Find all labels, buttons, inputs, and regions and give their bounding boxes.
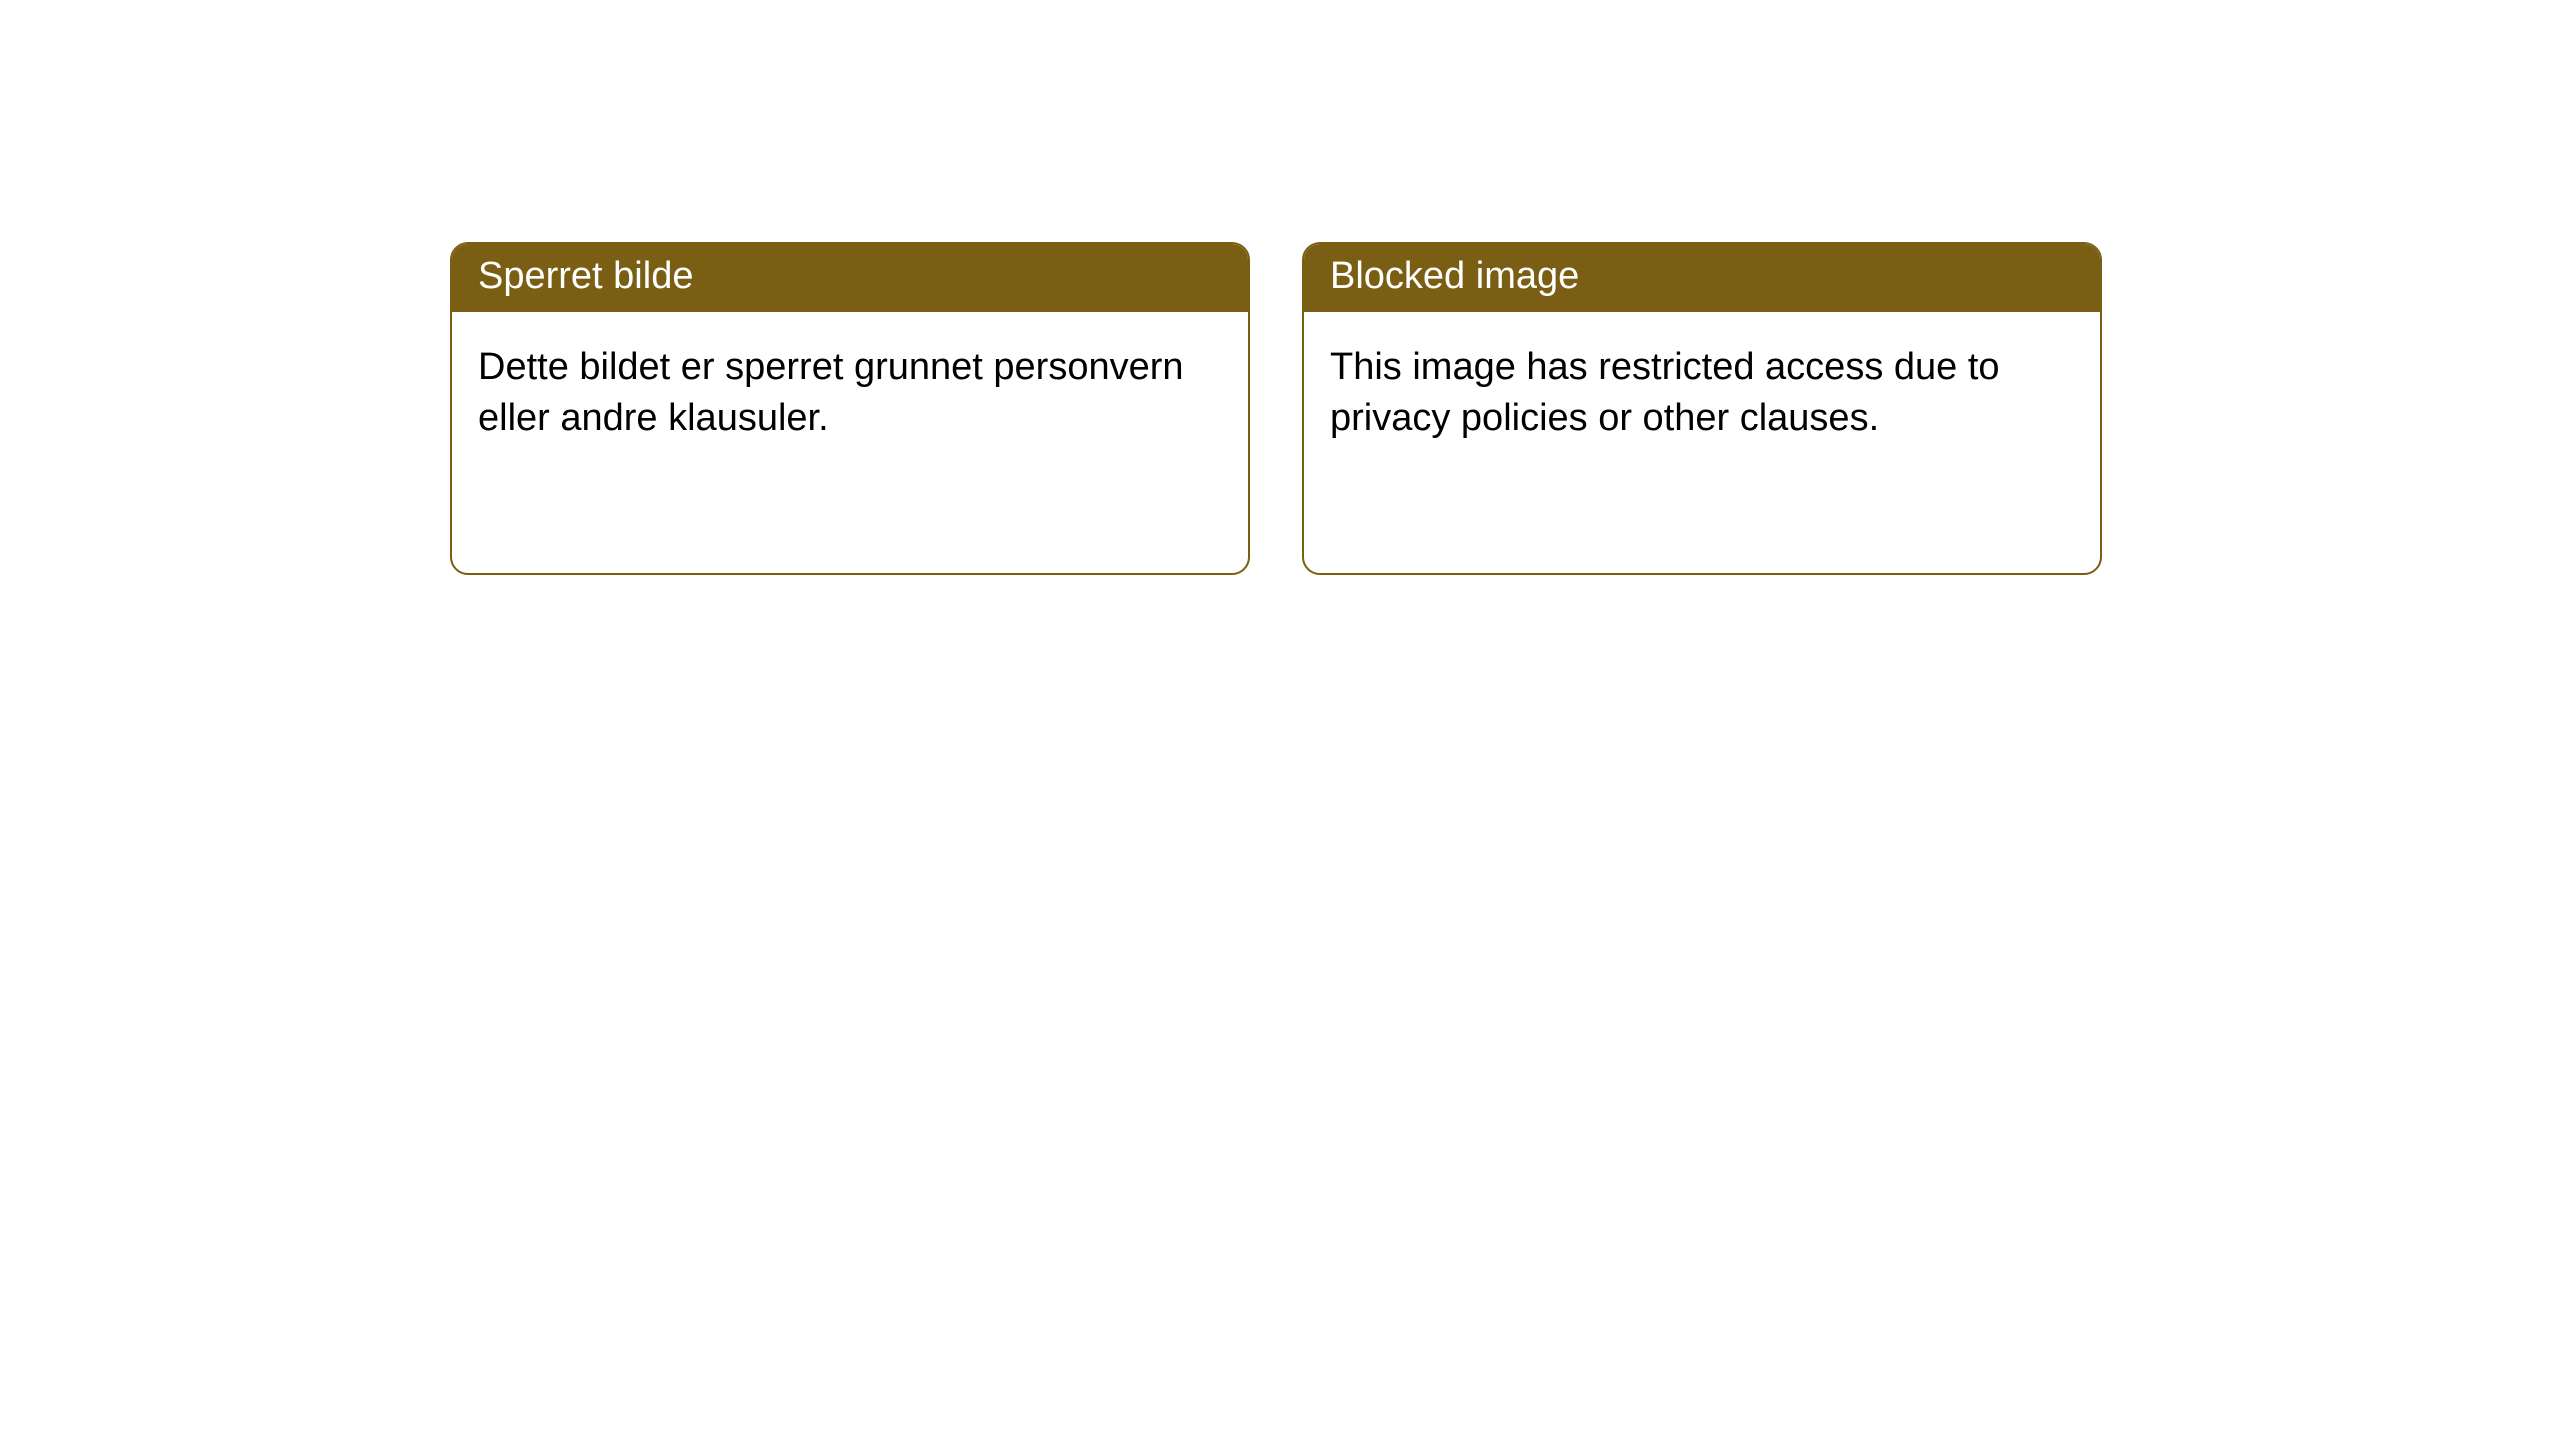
card-body-no: Dette bildet er sperret grunnet personve… [452, 312, 1248, 475]
blocked-image-cards: Sperret bilde Dette bildet er sperret gr… [450, 242, 2102, 575]
blocked-image-card-no: Sperret bilde Dette bildet er sperret gr… [450, 242, 1250, 575]
card-header-no: Sperret bilde [452, 244, 1248, 312]
blocked-image-card-en: Blocked image This image has restricted … [1302, 242, 2102, 575]
card-header-en: Blocked image [1304, 244, 2100, 312]
card-body-en: This image has restricted access due to … [1304, 312, 2100, 475]
